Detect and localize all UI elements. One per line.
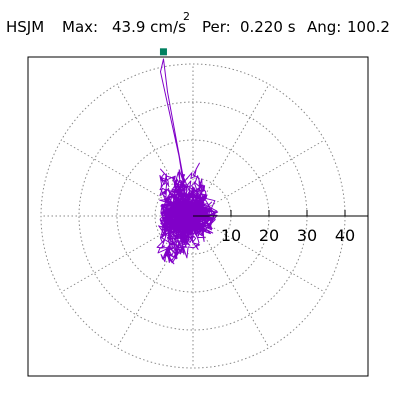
max-point bbox=[159, 48, 167, 56]
max-marker bbox=[159, 48, 167, 56]
station-code: HSJM bbox=[6, 18, 45, 36]
radial-tick-label-2: 20 bbox=[259, 226, 279, 245]
max-label: Max: bbox=[62, 18, 99, 36]
max-unit-exponent: 2 bbox=[183, 10, 190, 23]
radial-tick-label-1: 10 bbox=[221, 226, 241, 245]
angle-spoke-330 bbox=[192, 215, 325, 293]
motion-trace bbox=[156, 58, 219, 265]
header-bar: HSJM Max: 43.9 cm/s 2 Per: 0.220 s Ang: … bbox=[0, 0, 400, 44]
trace-path bbox=[156, 58, 219, 265]
angle-value: 100.2 bbox=[347, 18, 390, 36]
radial-axis: 10 20 30 40 bbox=[193, 210, 368, 245]
radial-tick-label-4: 40 bbox=[335, 226, 355, 245]
angle-spoke-30 bbox=[192, 139, 325, 217]
max-value: 43.9 cm/s bbox=[112, 18, 186, 36]
radial-tick-label-3: 30 bbox=[297, 226, 317, 245]
period-value: 0.220 s bbox=[240, 18, 296, 36]
period-label: Per: bbox=[202, 18, 231, 36]
angle-label: Ang: bbox=[307, 18, 342, 36]
angle-spoke-300 bbox=[192, 215, 270, 348]
